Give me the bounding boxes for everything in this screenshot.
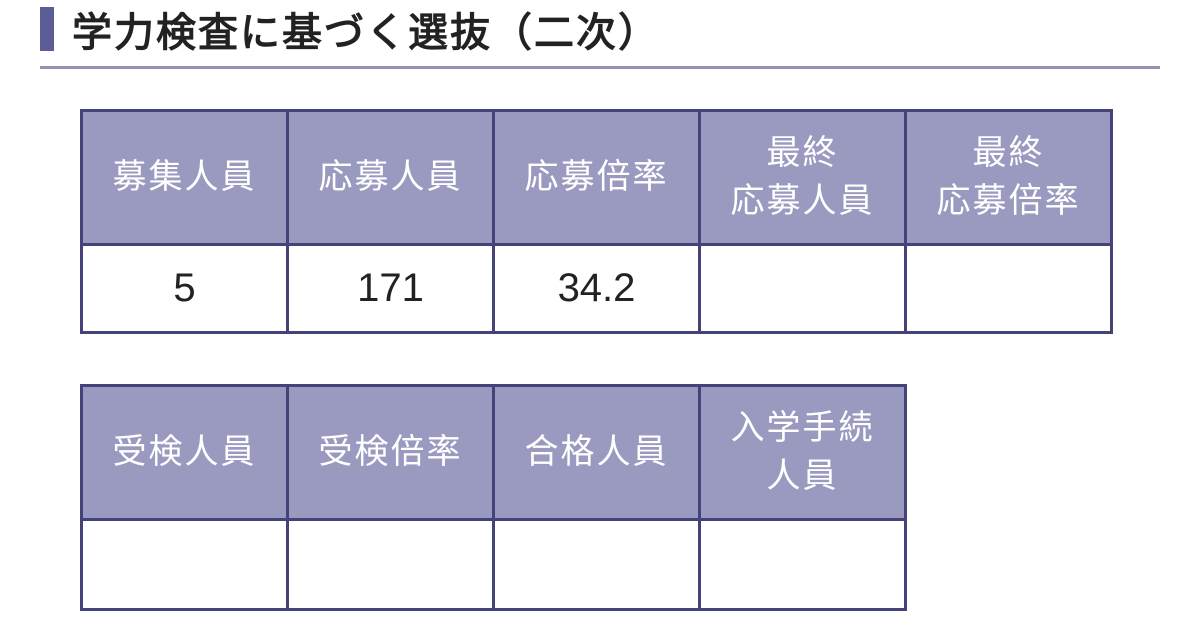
col-header-exam-ratio: 受検倍率 <box>288 386 494 520</box>
table-row: 5 171 34.2 <box>82 245 1112 333</box>
table-row <box>82 520 906 610</box>
section-title: 学力検査に基づく選抜（二次） <box>72 0 660 58</box>
section-heading: 学力検査に基づく選抜（二次） <box>40 0 1160 69</box>
cell-enrolled <box>700 520 906 610</box>
cell-applicants: 171 <box>288 245 494 333</box>
applicants-table: 募集人員 応募人員 応募倍率 最終応募人員 最終応募倍率 5 171 34.2 <box>80 109 1113 334</box>
cell-final-applicants <box>700 245 906 333</box>
col-header-passed: 合格人員 <box>494 386 700 520</box>
table-header-row: 募集人員 応募人員 応募倍率 最終応募人員 最終応募倍率 <box>82 111 1112 245</box>
page-container: 学力検査に基づく選抜（二次） 募集人員 応募人員 応募倍率 最終応募人員 最終応… <box>0 0 1200 611</box>
col-header-recruit: 募集人員 <box>82 111 288 245</box>
cell-passed <box>494 520 700 610</box>
col-header-enrolled: 入学手続人員 <box>700 386 906 520</box>
cell-recruit: 5 <box>82 245 288 333</box>
col-header-examinees: 受検人員 <box>82 386 288 520</box>
cell-examinees <box>82 520 288 610</box>
col-header-final-applicants: 最終応募人員 <box>700 111 906 245</box>
col-header-applicants: 応募人員 <box>288 111 494 245</box>
cell-ratio: 34.2 <box>494 245 700 333</box>
col-header-final-ratio: 最終応募倍率 <box>906 111 1112 245</box>
section-heading-bar <box>40 7 54 51</box>
cell-exam-ratio <box>288 520 494 610</box>
cell-final-ratio <box>906 245 1112 333</box>
table-header-row: 受検人員 受検倍率 合格人員 入学手続人員 <box>82 386 906 520</box>
col-header-ratio: 応募倍率 <box>494 111 700 245</box>
examination-table: 受検人員 受検倍率 合格人員 入学手続人員 <box>80 384 907 611</box>
